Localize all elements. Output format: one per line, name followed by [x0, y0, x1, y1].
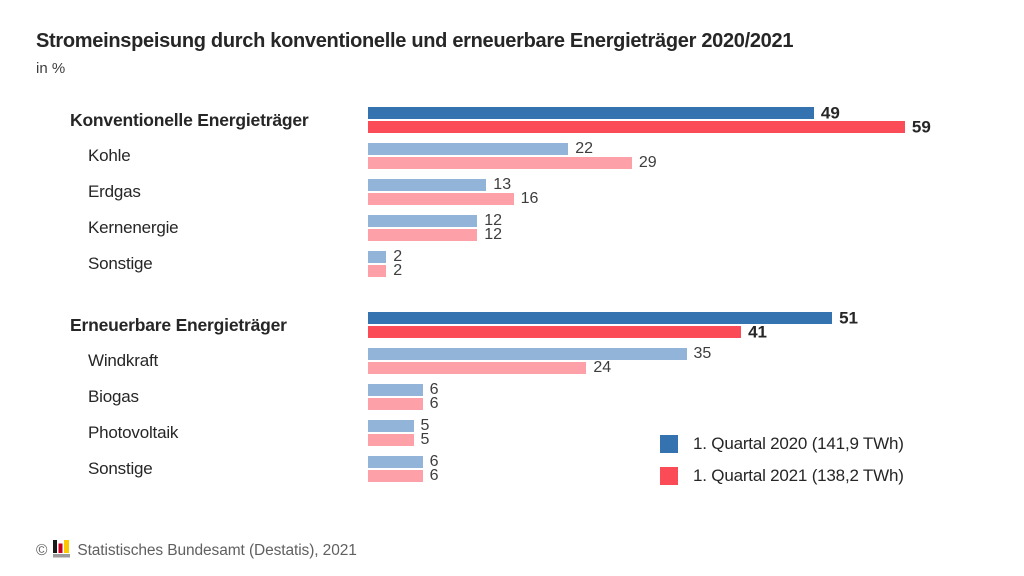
bar-pair: 49 59 — [368, 105, 1002, 136]
copyright-symbol: © — [36, 542, 48, 559]
bar-pair: 12 12 — [368, 213, 1002, 243]
item-bar-series1: 5 — [368, 418, 429, 434]
grouped-bar-chart: Konventionelle Energieträger 49 59 Kohle 22 2… — [36, 105, 1002, 492]
item-bar-series1: 22 — [368, 141, 593, 157]
item-bar-series2: 6 — [368, 396, 439, 412]
chart-item-row: Kernenergie 12 12 — [36, 213, 1002, 243]
item-bar-series1: 6 — [368, 454, 439, 470]
item-bar-series1: 35 — [368, 346, 711, 362]
chart-item-row: Sonstige 6 6 — [36, 454, 1002, 484]
bar-value-label: 6 — [429, 453, 439, 470]
bar-value-label: 5 — [420, 417, 430, 434]
legend-item: 1. Quartal 2021 (138,2 TWh) — [660, 465, 904, 487]
item-category-label: Sonstige — [88, 459, 153, 478]
chart-item-row: Windkraft 35 24 — [36, 346, 1002, 376]
bar-value-label: 29 — [638, 154, 657, 171]
item-bar-series1: 13 — [368, 177, 511, 193]
bar-value-label: 41 — [748, 322, 768, 342]
item-category-label: Sonstige — [88, 254, 153, 273]
chart-legend: 1. Quartal 2020 (141,9 TWh) 1. Quartal 20… — [660, 433, 904, 497]
legend-label: 1. Quartal 2020 (141,9 TWh) — [693, 434, 904, 453]
bar-value-label: 12 — [484, 226, 502, 243]
chart-item-row: Kohle 22 29 — [36, 141, 1002, 171]
item-bar-series2: 12 — [368, 227, 502, 243]
source-attribution: © Statistisches Bundesamt (Destatis), 20… — [36, 539, 357, 563]
bar-value-label: 59 — [911, 117, 931, 137]
legend-item: 1. Quartal 2020 (141,9 TWh) — [660, 433, 904, 455]
item-bar-series2: 16 — [368, 191, 538, 207]
chart-item-row: Sonstige 2 2 — [36, 249, 1002, 279]
bar-pair: 35 24 — [368, 346, 1002, 376]
legend-color-swatch — [660, 435, 678, 453]
bar-value-label: 24 — [593, 359, 612, 376]
item-category-label: Erdgas — [88, 182, 141, 201]
item-bar-series2: 29 — [368, 155, 657, 171]
bar-value-label: 13 — [493, 176, 512, 193]
bar-value-label: 22 — [575, 140, 593, 157]
group-bar-series1: 49 — [368, 105, 840, 122]
item-bar-series2: 24 — [368, 360, 611, 376]
item-category-label: Kernenergie — [88, 218, 179, 237]
source-text: Statistisches Bundesamt (Destatis), 2021 — [77, 542, 357, 559]
bar-pair: 22 29 — [368, 141, 1002, 171]
bar-pair: 51 41 — [368, 310, 1002, 341]
bar-value-label: 49 — [820, 103, 840, 123]
bar-value-label: 6 — [429, 381, 439, 398]
item-category-label: Biogas — [88, 387, 139, 406]
group-category-label: Erneuerbare Energieträger — [70, 314, 287, 335]
chart-unit-subtitle: in % — [36, 60, 66, 77]
item-bar-series2: 6 — [368, 468, 439, 484]
chart-group-row: Erneuerbare Energieträger 51 41 — [36, 310, 1002, 341]
page-title: Stromeinspeisung durch konventionelle un… — [36, 30, 794, 52]
group-bar-series2: 41 — [368, 324, 767, 341]
bar-value-label: 2 — [393, 262, 403, 279]
bar-value-label: 51 — [839, 308, 859, 328]
item-bar-series2: 2 — [368, 263, 402, 279]
bar-value-label: 2 — [393, 248, 403, 265]
legend-color-swatch — [660, 467, 678, 485]
item-bar-series1: 6 — [368, 382, 439, 398]
bar-value-label: 35 — [693, 345, 712, 362]
destatis-logo-icon — [53, 539, 71, 563]
bar-pair: 13 16 — [368, 177, 1002, 207]
legend-label: 1. Quartal 2021 (138,2 TWh) — [693, 466, 904, 485]
item-bar-series1: 12 — [368, 213, 502, 229]
group-bar-series2: 59 — [368, 119, 931, 136]
item-category-label: Windkraft — [88, 351, 158, 370]
chart-item-row: Erdgas 13 16 — [36, 177, 1002, 207]
item-bar-series2: 5 — [368, 432, 429, 448]
bar-value-label: 12 — [484, 212, 502, 229]
chart-group-row: Konventionelle Energieträger 49 59 — [36, 105, 1002, 136]
bar-value-label: 5 — [420, 431, 430, 448]
chart-item-row: Photovoltaik 5 5 — [36, 418, 1002, 448]
item-category-label: Photovoltaik — [88, 423, 179, 442]
bar-value-label: 16 — [520, 190, 539, 207]
item-bar-series1: 2 — [368, 249, 402, 265]
group-bar-series1: 51 — [368, 310, 858, 327]
bar-value-label: 6 — [429, 467, 439, 484]
bar-value-label: 6 — [429, 395, 439, 412]
group-category-label: Konventionelle Energieträger — [70, 109, 309, 130]
chart-item-row: Biogas 6 6 — [36, 382, 1002, 412]
item-category-label: Kohle — [88, 146, 131, 165]
